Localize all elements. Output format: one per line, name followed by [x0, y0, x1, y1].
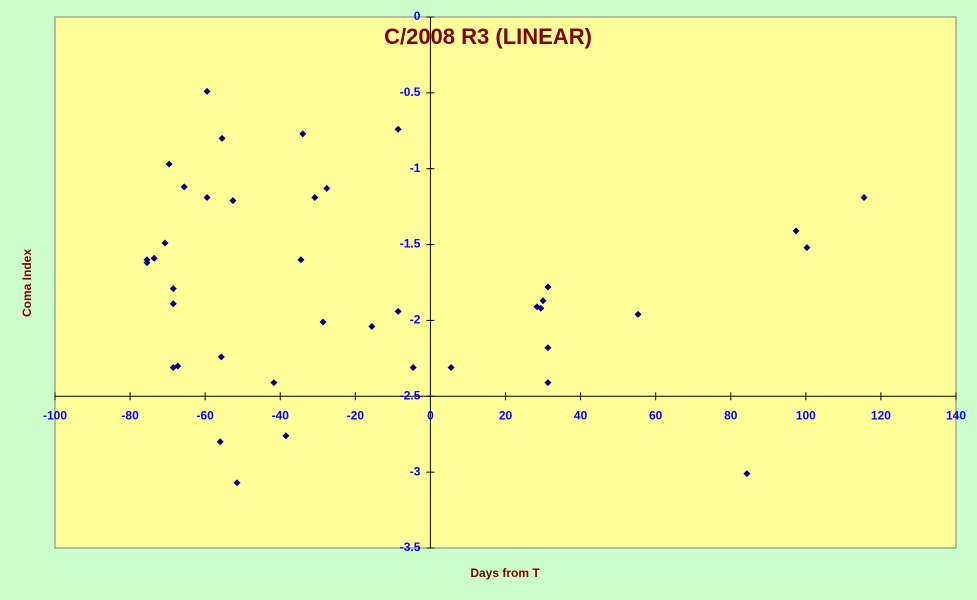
plot-area	[54, 16, 957, 549]
x-axis-label: Days from T	[470, 566, 540, 580]
data-point	[299, 130, 307, 138]
data-point	[180, 183, 188, 191]
x-tick-label: -60	[196, 408, 214, 422]
data-point	[169, 300, 177, 308]
x-tick-label: 100	[796, 408, 816, 422]
data-point	[743, 470, 751, 478]
data-point	[297, 256, 305, 264]
data-point	[409, 363, 417, 371]
y-tick-label: -3	[410, 464, 421, 478]
data-point	[282, 432, 290, 440]
chart-title: C/2008 R3 (LINEAR)	[384, 24, 592, 49]
y-tick-label: 0	[414, 9, 421, 23]
x-tick-label: 80	[724, 408, 738, 422]
data-point	[323, 184, 331, 192]
data-point	[216, 438, 224, 446]
y-tick-label: -0.5	[400, 85, 421, 99]
y-tick-label: -2	[410, 313, 421, 327]
x-tick-label: -100	[43, 408, 67, 422]
data-point	[165, 160, 173, 168]
y-tick-label: -2.5	[400, 388, 421, 402]
x-tick-label: 20	[499, 408, 513, 422]
data-point	[803, 244, 811, 252]
data-point	[634, 310, 642, 318]
y-axis-label: Coma Index	[20, 249, 34, 317]
x-tick-label: 140	[946, 408, 966, 422]
x-tick-label: 60	[649, 408, 663, 422]
data-point	[169, 285, 177, 293]
data-point	[203, 194, 211, 202]
data-point	[792, 227, 800, 235]
data-point	[218, 134, 226, 142]
y-tick-label: -1.5	[400, 237, 421, 251]
x-tick-label: -40	[272, 408, 290, 422]
x-tick-label: -80	[121, 408, 139, 422]
data-point	[544, 344, 552, 352]
data-point	[143, 259, 151, 267]
data-point	[368, 322, 376, 330]
data-point	[544, 379, 552, 387]
y-tick-label: -1	[410, 161, 421, 175]
data-point	[161, 239, 169, 247]
data-point	[270, 379, 278, 387]
x-tick-label: 0	[427, 408, 434, 422]
data-point	[447, 363, 455, 371]
data-point	[150, 254, 158, 262]
data-point	[860, 194, 868, 202]
data-point	[394, 307, 402, 315]
x-tick-label: 40	[574, 408, 588, 422]
x-tick-label: 120	[871, 408, 891, 422]
data-point	[217, 353, 225, 361]
data-point	[544, 283, 552, 291]
data-point	[174, 362, 182, 370]
data-point	[537, 304, 545, 312]
data-point	[229, 197, 237, 205]
y-tick-label: -3.5	[400, 540, 421, 554]
data-point	[319, 318, 327, 326]
x-tick-label: -20	[347, 408, 365, 422]
data-point	[539, 297, 547, 305]
data-point	[311, 194, 319, 202]
data-point	[203, 87, 211, 95]
data-point	[233, 479, 241, 487]
data-point	[394, 125, 402, 133]
